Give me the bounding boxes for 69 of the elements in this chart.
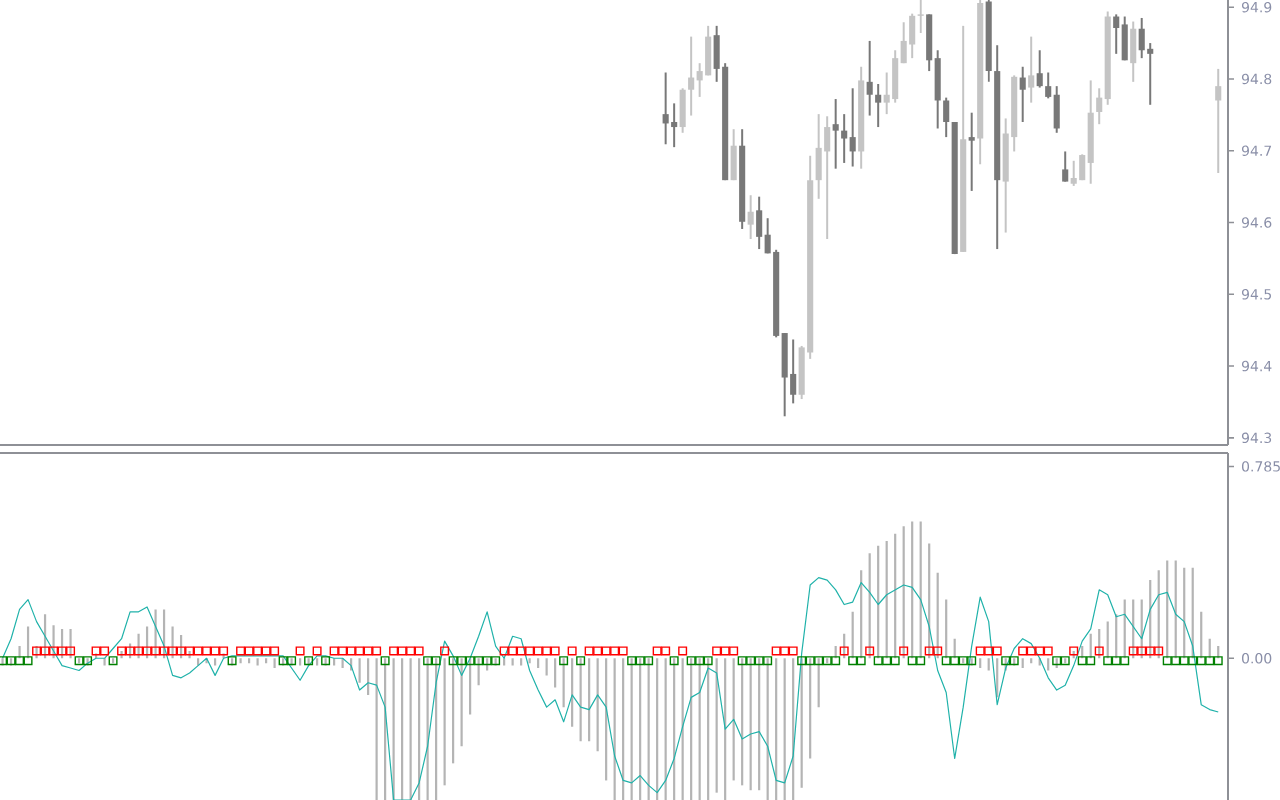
bar (69, 628, 72, 659)
bar (554, 658, 557, 688)
candlestick (696, 62, 703, 98)
candlestick (917, 0, 924, 35)
y-tick-label: 94.7 (1241, 145, 1272, 157)
y-tick-label: 94.9 (1241, 1, 1272, 13)
candlestick (832, 98, 839, 170)
candlestick (790, 338, 797, 405)
bar (443, 658, 446, 786)
bar (256, 658, 259, 666)
candlestick (662, 71, 669, 146)
candlestick (866, 39, 873, 117)
y-tick-label: 94.3 (1241, 432, 1272, 444)
candlestick (1138, 16, 1145, 60)
candlestick (1028, 35, 1035, 104)
bar (809, 658, 812, 759)
candlestick (968, 111, 975, 192)
y-tick-label: 0.00 (1241, 652, 1272, 664)
candlestick (671, 102, 678, 149)
bar (588, 658, 591, 742)
candlestick (1096, 87, 1103, 126)
candlestick (1036, 49, 1043, 89)
bar (656, 658, 659, 800)
candlestick (849, 87, 856, 168)
candlestick (841, 113, 848, 164)
bar (316, 658, 319, 666)
bar (1021, 658, 1024, 669)
y-tick-label: 0.785 (1241, 461, 1280, 472)
bar (358, 658, 361, 683)
bar (537, 658, 540, 669)
bar (171, 626, 174, 659)
bar (247, 658, 251, 664)
candlestick (1215, 67, 1222, 174)
candlestick (1045, 71, 1052, 100)
y-tick-label: 94.6 (1241, 217, 1272, 228)
bar (962, 658, 965, 664)
bar (239, 658, 242, 664)
bar (452, 658, 455, 764)
bar (528, 658, 531, 664)
bar (213, 658, 217, 666)
bar (103, 658, 106, 666)
bar (562, 658, 565, 708)
bar (1030, 658, 1033, 664)
candlestick (747, 194, 754, 241)
bar (409, 658, 412, 800)
candlestick (1147, 42, 1154, 106)
bar (979, 658, 982, 669)
candlestick (764, 217, 771, 255)
y-tick-label: 94.4 (1241, 360, 1272, 372)
candlestick (875, 82, 882, 129)
bar (520, 658, 523, 666)
bar (511, 658, 514, 666)
bar (401, 658, 404, 800)
candlestick (1070, 159, 1077, 187)
candlestick (900, 21, 907, 65)
bar (1064, 658, 1067, 664)
bar (273, 658, 276, 669)
candlestick (1062, 150, 1069, 183)
bar (264, 658, 268, 664)
candlestick (1113, 13, 1120, 55)
bar (298, 658, 302, 666)
y-tick-label: 94.5 (1241, 288, 1272, 300)
candlestick (883, 71, 890, 116)
bar (817, 658, 820, 708)
candlestick (1019, 65, 1026, 124)
y-tick-label: 94.8 (1241, 73, 1272, 85)
bar (826, 658, 829, 664)
candlestick (943, 96, 950, 139)
candlestick (688, 35, 695, 117)
